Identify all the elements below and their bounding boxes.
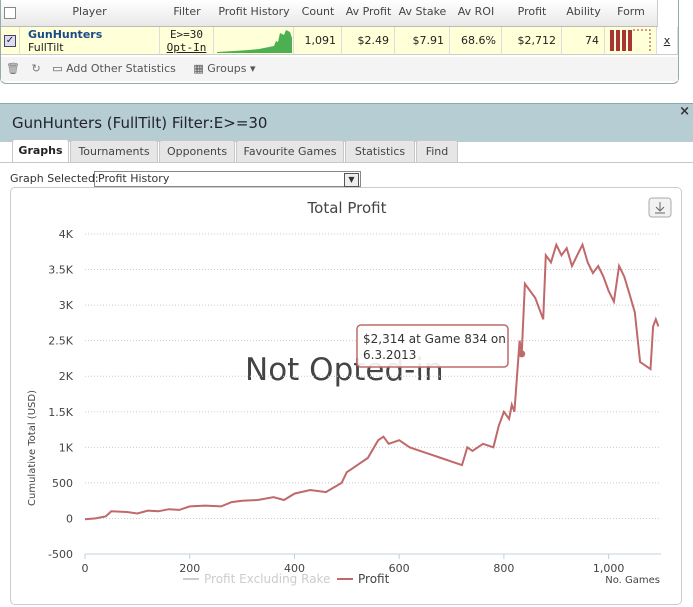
tab[interactable]: Find — [416, 140, 458, 162]
annotation-point — [518, 350, 526, 358]
column-header[interactable]: Av Profit — [342, 0, 396, 27]
column-header[interactable]: Count — [294, 0, 343, 27]
legend-label: Profit Excluding Rake — [204, 572, 330, 586]
select-arrow: ▼ — [344, 173, 359, 187]
profit: $2,712 — [502, 27, 562, 55]
sparkline-cell — [214, 27, 294, 55]
groups-label: Groups — [207, 62, 247, 75]
site: FullTilt — [28, 41, 64, 54]
form — [610, 29, 651, 51]
form-outline — [633, 29, 651, 51]
column-header[interactable]: Profit History — [214, 0, 295, 27]
y-tick-label: 4K — [59, 228, 74, 241]
chart-title: Total Profit — [307, 199, 387, 217]
x-tick-label: 1,000 — [593, 562, 625, 575]
form-bar — [628, 30, 632, 51]
delete-icon[interactable]: 🗑 — [6, 62, 20, 75]
legend-item[interactable]: Profit — [337, 572, 390, 586]
column-header[interactable]: Av Stake — [395, 0, 451, 27]
tab[interactable]: Statistics — [345, 140, 415, 162]
tab-rule — [0, 162, 693, 163]
profit-line — [84, 241, 660, 521]
select-all[interactable] — [1, 0, 20, 27]
graph-select[interactable]: Profit History ▼ — [94, 171, 361, 187]
column-header[interactable]: Form — [605, 0, 658, 27]
stats-table: Player Filter Profit History Count Av Profit… — [0, 0, 679, 84]
add-stats-label: Add Other Statistics — [66, 62, 176, 75]
y-tick-label: 0 — [66, 512, 73, 525]
tooltip-box — [356, 324, 509, 368]
graph-select-value: Profit History — [98, 172, 170, 185]
ability: 74 — [562, 27, 605, 55]
column-header[interactable]: Ability — [562, 0, 606, 27]
panel-title: GunHunters (FullTilt) Filter:E>=30 — [12, 114, 268, 132]
x-tick-label: 600 — [389, 562, 410, 575]
chart-container: Total Profit Not Opted-in Cumulative Tot… — [10, 187, 682, 605]
legend-item[interactable]: Profit Excluding Rake — [183, 572, 330, 586]
groups[interactable]: ▦ Groups ▾ — [193, 62, 256, 75]
av-roi: 68.6% — [450, 27, 502, 55]
x-tick-label: 0 — [82, 562, 89, 575]
av-stake: $7.91 — [395, 27, 450, 55]
form-bar — [622, 30, 626, 51]
tab[interactable]: Favourite Games — [236, 140, 344, 162]
tooltip-text: 6.3.2013 — [363, 348, 416, 362]
y-tick-label: 2.5K — [48, 335, 73, 348]
legend-label: Profit — [358, 572, 390, 586]
row-check[interactable]: ✓ — [1, 27, 20, 55]
graph-label: Graph Selected: — [10, 172, 99, 185]
count: 1,091 — [294, 27, 342, 55]
column-header[interactable]: Av ROI — [450, 0, 503, 27]
tooltip-text: $2,314 at Game 834 on — [363, 332, 506, 346]
panel-header: GunHunters (FullTilt) Filter:E>=30 × — [0, 103, 693, 142]
x-tick-label: 200 — [179, 562, 200, 575]
y-tick-label: 2K — [59, 370, 74, 383]
form-bar — [610, 30, 614, 51]
y-tick-label: 3K — [59, 299, 74, 312]
tab[interactable]: Graphs — [12, 139, 69, 163]
add-stats[interactable]: ▭ Add Other Statistics — [52, 62, 176, 75]
tab[interactable]: Opponents — [159, 140, 235, 162]
sparkline — [217, 30, 292, 53]
y-tick-label: 1K — [59, 441, 74, 454]
player-name[interactable]: GunHunters — [28, 28, 103, 41]
download-button[interactable] — [648, 197, 672, 218]
remove-row[interactable]: x — [657, 27, 678, 55]
column-header[interactable]: Filter — [160, 0, 215, 27]
form-bar — [616, 30, 620, 51]
sparkline-area — [217, 30, 292, 53]
tab[interactable]: Tournaments — [70, 140, 158, 162]
opt-in-link[interactable]: Opt-In — [166, 41, 207, 54]
y-tick-label: 3.5K — [48, 264, 73, 277]
toolbar: 🗑 ↻ ▭ Add Other Statistics ▦ Groups ▾ — [1, 57, 678, 81]
y-tick-label: 1.5K — [48, 406, 73, 419]
close-button[interactable]: × — [679, 104, 690, 119]
av-profit: $2.49 — [342, 27, 395, 55]
chart: Total Profit Not Opted-in Cumulative Tot… — [27, 197, 672, 586]
x-axis-title: No. Games — [605, 575, 660, 586]
refresh-icon[interactable]: ↻ — [31, 62, 41, 75]
y-tick-label: 500 — [52, 477, 73, 490]
column-header[interactable]: Player — [19, 0, 161, 27]
form-cell — [605, 27, 657, 55]
filter: E>=30 — [169, 28, 204, 41]
x-tick-label: 800 — [493, 562, 514, 575]
y-axis-title: Cumulative Total (USD) — [27, 390, 38, 506]
x-tick-label: 400 — [284, 562, 305, 575]
y-tick-label: -500 — [48, 548, 73, 561]
column-header[interactable]: Profit — [502, 0, 563, 27]
